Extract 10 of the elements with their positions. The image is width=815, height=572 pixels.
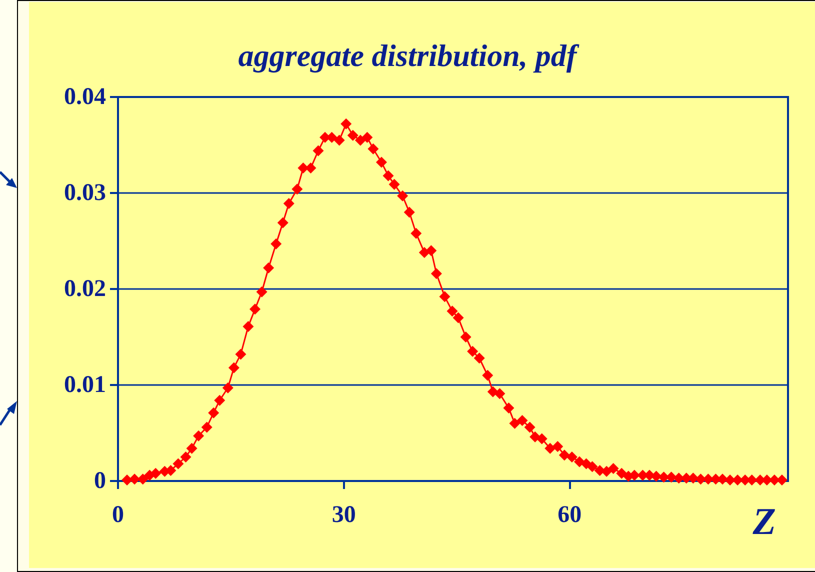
y-tick-label: 0.01 <box>64 372 106 398</box>
y-tick-label: 0.04 <box>64 84 106 110</box>
x-tick-label: 60 <box>558 502 582 528</box>
y-tick-label: 0.03 <box>64 180 106 206</box>
y-tick-label: 0 <box>94 468 106 494</box>
x-axis-title: Z <box>752 501 776 543</box>
chart-title: aggregate distribution, pdf <box>238 38 580 73</box>
y-tick-label: 0.02 <box>64 276 106 302</box>
x-tick-label: 30 <box>332 502 356 528</box>
x-tick-label: 0 <box>112 502 124 528</box>
